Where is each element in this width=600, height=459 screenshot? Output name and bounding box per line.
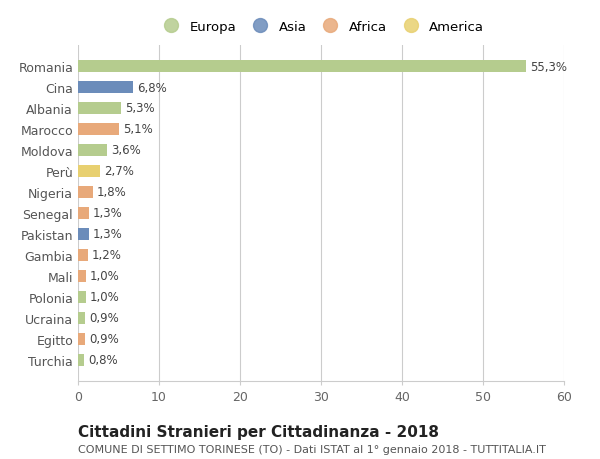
Text: 1,2%: 1,2%: [92, 249, 122, 262]
Bar: [78, 291, 86, 303]
Text: 0,9%: 0,9%: [89, 312, 119, 325]
Text: Cittadini Stranieri per Cittadinanza - 2018: Cittadini Stranieri per Cittadinanza - 2…: [78, 425, 439, 440]
Text: 1,8%: 1,8%: [97, 186, 127, 199]
Bar: [78, 250, 88, 261]
Text: 2,7%: 2,7%: [104, 165, 134, 178]
Bar: [78, 124, 119, 135]
Bar: [78, 313, 85, 324]
Text: 55,3%: 55,3%: [530, 61, 567, 73]
Text: 0,8%: 0,8%: [89, 353, 118, 366]
Bar: [78, 103, 121, 114]
Text: 1,0%: 1,0%: [90, 291, 120, 304]
Text: 5,3%: 5,3%: [125, 102, 155, 115]
Bar: [78, 229, 89, 240]
Text: 1,0%: 1,0%: [90, 270, 120, 283]
Bar: [78, 354, 85, 366]
Bar: [78, 333, 85, 345]
Bar: [78, 145, 107, 157]
Text: 1,3%: 1,3%: [92, 228, 122, 241]
Text: 1,3%: 1,3%: [92, 207, 122, 220]
Text: 5,1%: 5,1%: [124, 123, 153, 136]
Bar: [78, 207, 89, 219]
Bar: [78, 187, 92, 198]
Legend: Europa, Asia, Africa, America: Europa, Asia, Africa, America: [152, 16, 490, 39]
Text: 6,8%: 6,8%: [137, 81, 167, 94]
Bar: [78, 82, 133, 94]
Bar: [78, 166, 100, 177]
Text: COMUNE DI SETTIMO TORINESE (TO) - Dati ISTAT al 1° gennaio 2018 - TUTTITALIA.IT: COMUNE DI SETTIMO TORINESE (TO) - Dati I…: [78, 444, 546, 454]
Text: 0,9%: 0,9%: [89, 333, 119, 346]
Text: 3,6%: 3,6%: [111, 144, 141, 157]
Bar: [78, 270, 86, 282]
Bar: [78, 61, 526, 73]
